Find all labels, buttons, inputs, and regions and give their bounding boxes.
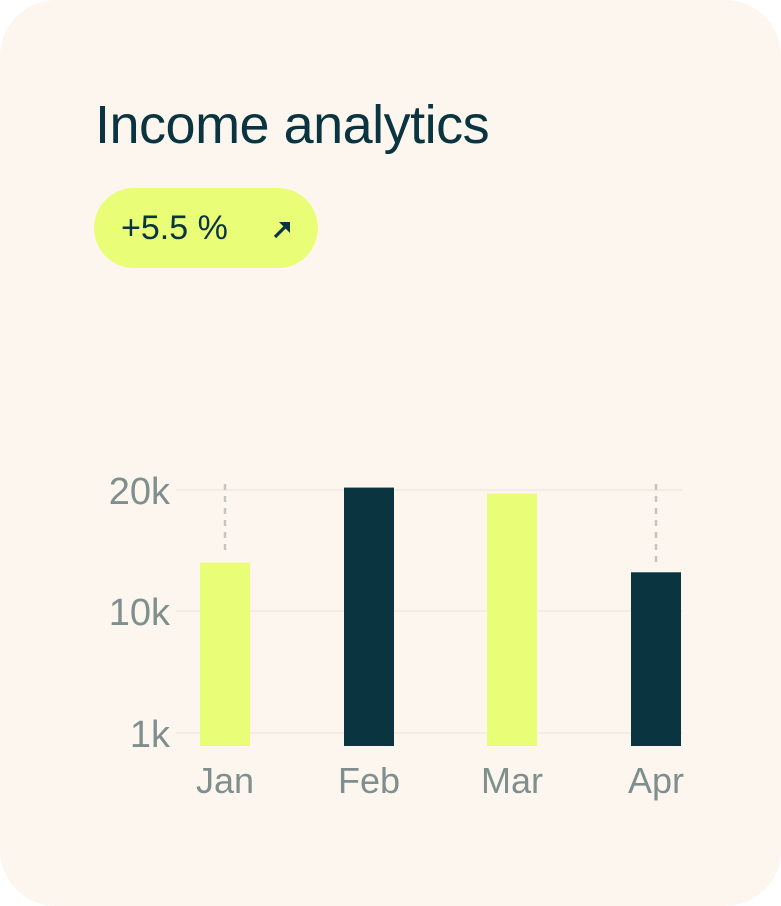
card-title: Income analytics [95, 95, 490, 155]
growth-badge: +5.5 % [94, 188, 318, 268]
bar-jan [200, 562, 250, 746]
bar-mar [487, 493, 537, 746]
bar-feb [344, 487, 394, 746]
x-category-label: Apr [628, 760, 684, 801]
y-tick-label: 10k [109, 592, 171, 634]
bar-apr [631, 572, 681, 746]
x-category-label: Jan [196, 760, 254, 801]
arrow-up-right-icon [273, 222, 290, 239]
x-category-label: Feb [338, 760, 400, 801]
x-category-label: Mar [481, 760, 543, 801]
growth-badge-value: +5.5 % [121, 208, 228, 247]
y-tick-label: 1k [130, 714, 171, 756]
y-tick-label: 20k [109, 471, 171, 513]
